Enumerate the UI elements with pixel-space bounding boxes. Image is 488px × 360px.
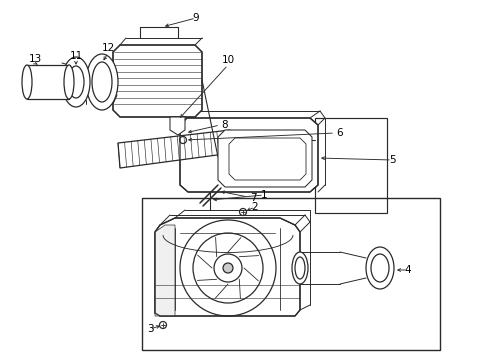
Bar xyxy=(142,198,439,350)
Polygon shape xyxy=(155,225,175,316)
Text: 1: 1 xyxy=(260,190,267,200)
Polygon shape xyxy=(180,118,317,192)
Polygon shape xyxy=(218,130,311,187)
Polygon shape xyxy=(170,117,184,135)
Polygon shape xyxy=(118,130,231,168)
Polygon shape xyxy=(113,45,202,117)
Text: 4: 4 xyxy=(404,265,410,275)
Ellipse shape xyxy=(64,65,74,99)
Text: 12: 12 xyxy=(101,43,114,53)
Text: 13: 13 xyxy=(28,54,41,64)
Text: 8: 8 xyxy=(221,120,228,130)
Text: 6: 6 xyxy=(336,128,343,138)
Text: 9: 9 xyxy=(192,13,199,23)
Text: 5: 5 xyxy=(388,155,394,165)
Bar xyxy=(314,118,386,213)
Text: 3: 3 xyxy=(146,324,153,334)
Ellipse shape xyxy=(22,65,32,99)
Text: 2: 2 xyxy=(251,202,258,212)
Ellipse shape xyxy=(365,247,393,289)
Circle shape xyxy=(223,263,232,273)
Ellipse shape xyxy=(291,252,307,284)
Polygon shape xyxy=(155,218,299,316)
Ellipse shape xyxy=(86,54,118,110)
Text: 11: 11 xyxy=(69,51,82,61)
Ellipse shape xyxy=(62,57,90,107)
Text: 10: 10 xyxy=(221,55,234,65)
Bar xyxy=(27,65,69,99)
Text: 7: 7 xyxy=(249,193,256,203)
